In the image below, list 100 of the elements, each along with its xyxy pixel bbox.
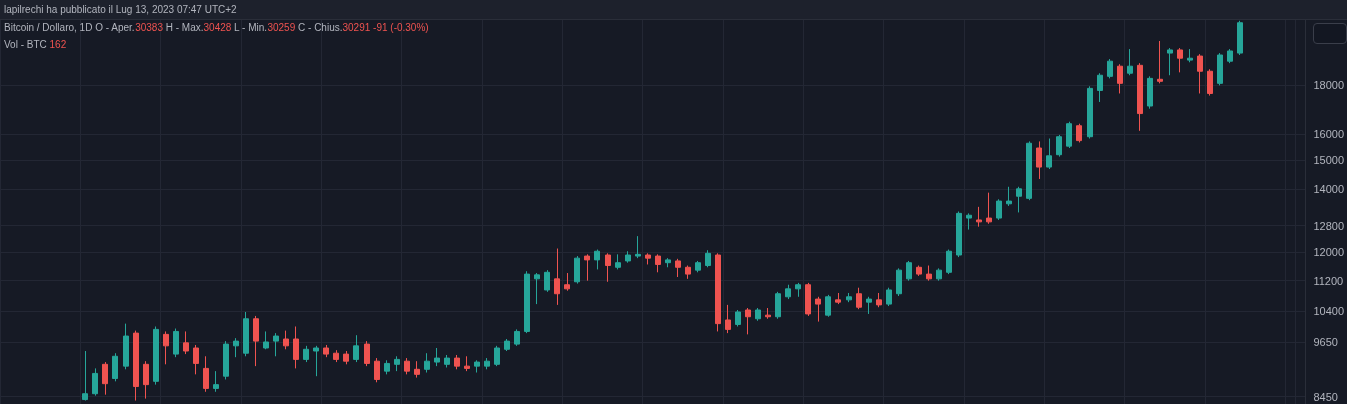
y-tick-label: 18000: [1313, 79, 1345, 92]
candlestick: [1127, 48, 1133, 76]
candlestick: [645, 252, 651, 265]
candlestick: [574, 255, 580, 285]
y-tick-label: 12000: [1313, 246, 1345, 259]
candlestick: [1087, 85, 1093, 140]
candlestick: [926, 265, 932, 282]
candlestick: [1197, 53, 1203, 94]
candlestick: [333, 349, 339, 363]
candlestick: [223, 340, 229, 380]
candlestick: [424, 352, 430, 374]
candlestick: [112, 352, 118, 382]
candlestick: [384, 359, 390, 375]
candlestick: [795, 282, 801, 298]
candlestick: [655, 253, 661, 273]
candlestick: [745, 307, 751, 335]
candlestick: [1117, 63, 1123, 94]
candlestick: [353, 334, 359, 363]
candlestick: [404, 357, 410, 375]
candlestick: [856, 287, 862, 310]
candlestick: [1026, 140, 1032, 201]
candlestick: [695, 260, 701, 273]
candlestick: [92, 367, 98, 397]
candlestick: [414, 360, 420, 379]
candlestick: [1046, 138, 1052, 170]
candlestick: [725, 304, 731, 334]
candlestick: [675, 258, 681, 278]
candlestick: [283, 330, 289, 350]
candlestick: [1066, 121, 1072, 149]
candlestick: [876, 292, 882, 308]
candlestick: [102, 361, 108, 396]
y-tick-label: 10400: [1313, 305, 1345, 318]
candlestick: [1237, 20, 1243, 56]
candlestick: [544, 269, 550, 293]
candlestick: [755, 307, 761, 322]
candlestick: [123, 323, 129, 370]
candlestick: [1137, 62, 1143, 132]
candlestick: [1207, 68, 1213, 97]
candlestick: [976, 206, 982, 228]
candlestick: [1147, 75, 1153, 110]
candlestick: [896, 267, 902, 297]
y-tick-label: 8450: [1313, 390, 1338, 403]
candlestick: [866, 296, 872, 315]
candlestick: [605, 252, 611, 283]
candlestick: [374, 357, 380, 383]
candlestick: [203, 355, 209, 393]
candlestick: [665, 257, 671, 268]
candlestick: [213, 370, 219, 393]
candlestick: [82, 350, 88, 402]
chart-title: lapilrechi ha pubblicato il Lug 13, 2023 07:47 UTC+2: [4, 3, 238, 15]
y-tick-label: 16000: [1313, 127, 1345, 140]
candlestick: [554, 248, 560, 306]
candlestick: [163, 330, 169, 365]
candlestick: [1076, 123, 1082, 143]
candlestick: [454, 354, 460, 370]
candlestick: [524, 270, 530, 334]
candlestick: [1157, 40, 1163, 84]
candlestick: [474, 359, 480, 374]
candlestick: [514, 328, 520, 347]
candlestick: [916, 265, 922, 277]
candlestick: [323, 344, 329, 358]
candlestick: [946, 249, 952, 275]
candlestick: [534, 272, 540, 305]
candlestick: [183, 330, 189, 355]
y-tick-label: 12800: [1313, 219, 1345, 232]
candlestick: [1187, 48, 1193, 63]
y-tick-label: 15000: [1313, 154, 1345, 167]
candlestick: [293, 325, 299, 369]
candlestick: [564, 272, 570, 292]
candlestick: [615, 253, 621, 270]
candlestick: [715, 252, 721, 332]
candlestick: [705, 249, 711, 268]
candlestick: [635, 235, 641, 259]
candlestick: [1227, 48, 1233, 64]
candlestick: [1016, 186, 1022, 213]
candlestick: [735, 309, 741, 327]
candlestick: [313, 345, 319, 377]
candlestick: [936, 267, 942, 282]
candlestick: [785, 284, 791, 300]
candlestick: [394, 355, 400, 372]
candlestick: [233, 337, 239, 358]
candlestick: [1036, 140, 1042, 180]
candlestick: [906, 260, 912, 282]
annotation: Vol - BTC 162: [4, 38, 67, 50]
y-tick-label: 11200: [1313, 274, 1344, 287]
candlestick: [835, 292, 841, 305]
candlestick: [584, 253, 590, 282]
candlestick: [364, 340, 370, 367]
candlestick: [464, 355, 470, 372]
candlestick: [1056, 134, 1062, 158]
candlestick: [504, 338, 510, 352]
candlestick: [815, 296, 821, 323]
candlestick: [484, 357, 490, 370]
candlestick: [193, 344, 199, 375]
candlestick: [253, 315, 259, 367]
candlestick: [1107, 58, 1113, 79]
candlestick: [625, 250, 631, 264]
candlestick: [263, 330, 269, 350]
candlestick: [996, 198, 1002, 221]
candlestick: [956, 210, 962, 258]
